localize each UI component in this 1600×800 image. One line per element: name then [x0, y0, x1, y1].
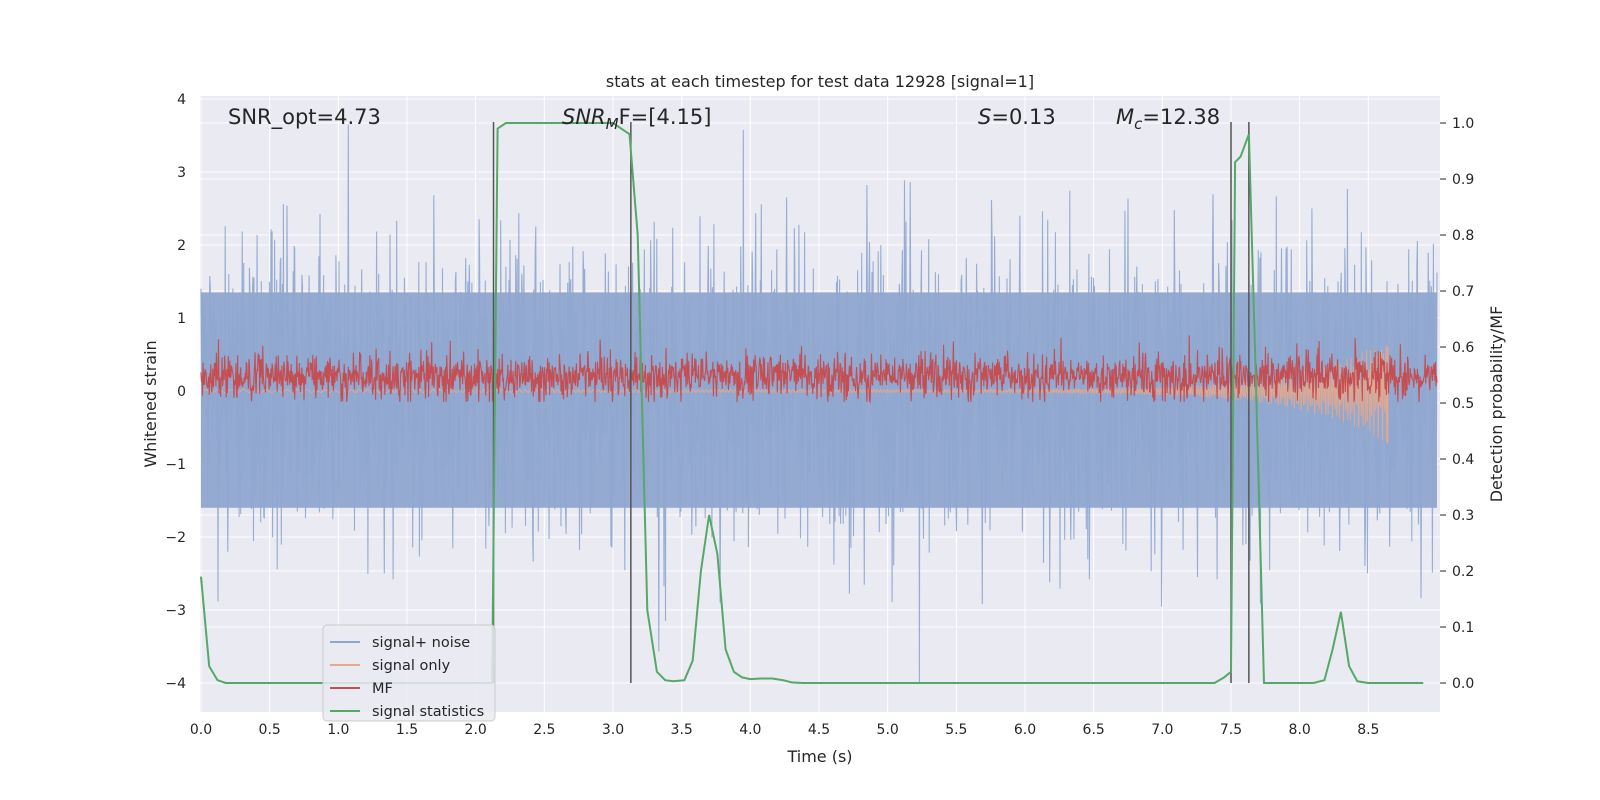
- x-tick-label: 2.5: [533, 722, 555, 738]
- y-right-tick-label: 0.6: [1452, 340, 1474, 356]
- x-tick-label: 1.5: [396, 722, 418, 738]
- annotation-snr-opt: SNR_opt=4.73: [228, 105, 381, 130]
- x-tick-label: 3.5: [671, 722, 693, 738]
- x-axis-ticks: 0.0 0.5 1.0 1.5 2.0 2.5 3.0 3.5 4.0 4.5 5.0 5.5 6.0 6…: [190, 722, 1380, 738]
- x-tick-label: 0.5: [259, 722, 281, 738]
- y-right-axis-label: Detection probability/MF: [1487, 306, 1506, 503]
- annotation-s: S=0.13: [978, 105, 1056, 129]
- y-right-tick-label: 1.0: [1452, 116, 1474, 132]
- x-tick-label: 3.0: [602, 722, 624, 738]
- y-right-tick-label: 0.0: [1452, 676, 1474, 692]
- legend-box: [322, 624, 496, 722]
- series-line: [200, 122, 1424, 684]
- legend-label-signal-only: signal only: [372, 658, 451, 674]
- y-right-tick-label: 0.2: [1452, 564, 1474, 580]
- x-tick-label: 8.0: [1289, 722, 1311, 738]
- annotation-mc: Mc=12.38: [1116, 105, 1220, 133]
- y-axis-ticks: 4 3 2 1 0 −1 −2 −3 −4: [165, 92, 186, 692]
- annotation-snr-mf: SNRMF=[4.15]: [562, 105, 711, 133]
- series-core-band: [201, 292, 1437, 508]
- y-right-tick-label: 0.7: [1452, 284, 1474, 300]
- legend-label-signal-statistics: signal statistics: [372, 704, 484, 720]
- y-right-tick-label: 0.9: [1452, 172, 1474, 188]
- x-tick-label: 2.0: [465, 722, 487, 738]
- y-right-axis-ticks: 1.0 0.9 0.8 0.7 0.6 0.5 0.4 0.3 0.2 0.1 0.0: [1440, 116, 1474, 692]
- y-tick-label: −4: [165, 676, 186, 692]
- y-tick-label: −2: [165, 530, 186, 546]
- x-tick-label: 8.5: [1357, 722, 1379, 738]
- legend: signal+ noise signal only MF signal stat…: [322, 624, 496, 722]
- x-tick-label: 7.0: [1151, 722, 1173, 738]
- chart-title: stats at each timestep for test data 129…: [606, 72, 1034, 91]
- series-signal-statistics: [200, 122, 1424, 684]
- y-right-tick-label: 0.8: [1452, 228, 1474, 244]
- y-tick-label: 2: [177, 238, 186, 254]
- y-right-tick-label: 0.4: [1452, 452, 1474, 468]
- x-tick-label: 7.5: [1220, 722, 1242, 738]
- x-tick-label: 6.0: [1014, 722, 1036, 738]
- x-tick-label: 4.5: [808, 722, 830, 738]
- y-right-tick-label: 0.5: [1452, 396, 1474, 412]
- y-axis-label: Whitened strain: [141, 340, 160, 467]
- y-right-tick-label: 0.3: [1452, 508, 1474, 524]
- x-tick-label: 5.5: [945, 722, 967, 738]
- y-tick-label: −1: [165, 457, 186, 473]
- y-tick-label: −3: [165, 603, 186, 619]
- x-tick-label: 6.5: [1083, 722, 1105, 738]
- x-tick-label: 4.0: [739, 722, 761, 738]
- x-tick-label: 0.0: [190, 722, 212, 738]
- x-tick-label: 5.0: [877, 722, 899, 738]
- y-right-tick-label: 0.1: [1452, 620, 1474, 636]
- legend-label-signal-plus-noise: signal+ noise: [372, 635, 470, 651]
- y-tick-label: 1: [177, 311, 186, 327]
- y-tick-label: 0: [177, 384, 186, 400]
- x-axis-label: Time (s): [786, 747, 852, 766]
- x-tick-label: 1.0: [327, 722, 349, 738]
- legend-label-mf: MF: [372, 681, 393, 697]
- y-tick-label: 4: [177, 92, 186, 108]
- y-tick-label: 3: [177, 165, 186, 181]
